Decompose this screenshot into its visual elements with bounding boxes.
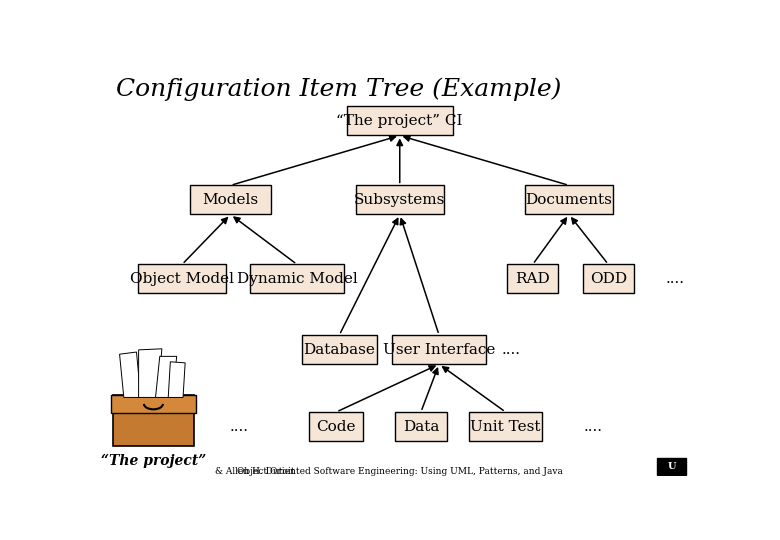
Text: ....: .... <box>230 420 249 434</box>
Text: Configuration Item Tree (Example): Configuration Item Tree (Example) <box>115 77 561 101</box>
Text: Code: Code <box>317 420 356 434</box>
Text: ....: .... <box>502 342 521 356</box>
Text: Unit Test: Unit Test <box>470 420 541 434</box>
FancyBboxPatch shape <box>356 185 444 214</box>
FancyBboxPatch shape <box>347 106 452 136</box>
Text: RAD: RAD <box>516 272 550 286</box>
FancyBboxPatch shape <box>525 185 613 214</box>
FancyBboxPatch shape <box>507 265 558 294</box>
FancyBboxPatch shape <box>302 335 377 364</box>
FancyBboxPatch shape <box>250 265 344 294</box>
Text: Dynamic Model: Dynamic Model <box>236 272 357 286</box>
Text: ....: .... <box>665 272 684 286</box>
Text: Database: Database <box>303 342 375 356</box>
Text: ODD: ODD <box>590 272 627 286</box>
FancyBboxPatch shape <box>138 265 226 294</box>
Text: Models: Models <box>203 193 258 207</box>
Text: “The project”: “The project” <box>101 454 207 468</box>
Text: Documents: Documents <box>526 193 612 207</box>
Text: & Allen H. Dutoit: & Allen H. Dutoit <box>215 467 295 476</box>
FancyBboxPatch shape <box>395 412 447 441</box>
FancyBboxPatch shape <box>392 335 486 364</box>
Text: “The project” CI: “The project” CI <box>336 114 463 128</box>
Text: Object Oriented Software Engineering: Using UML, Patterns, and Java: Object Oriented Software Engineering: Us… <box>237 467 562 476</box>
FancyBboxPatch shape <box>309 412 363 441</box>
Text: Data: Data <box>402 420 439 434</box>
Text: ....: .... <box>583 420 603 434</box>
Text: Object Model: Object Model <box>130 272 234 286</box>
FancyBboxPatch shape <box>470 412 542 441</box>
Text: User Interface: User Interface <box>383 342 495 356</box>
Text: Subsystems: Subsystems <box>354 193 445 207</box>
FancyBboxPatch shape <box>583 265 634 294</box>
FancyBboxPatch shape <box>190 185 271 214</box>
